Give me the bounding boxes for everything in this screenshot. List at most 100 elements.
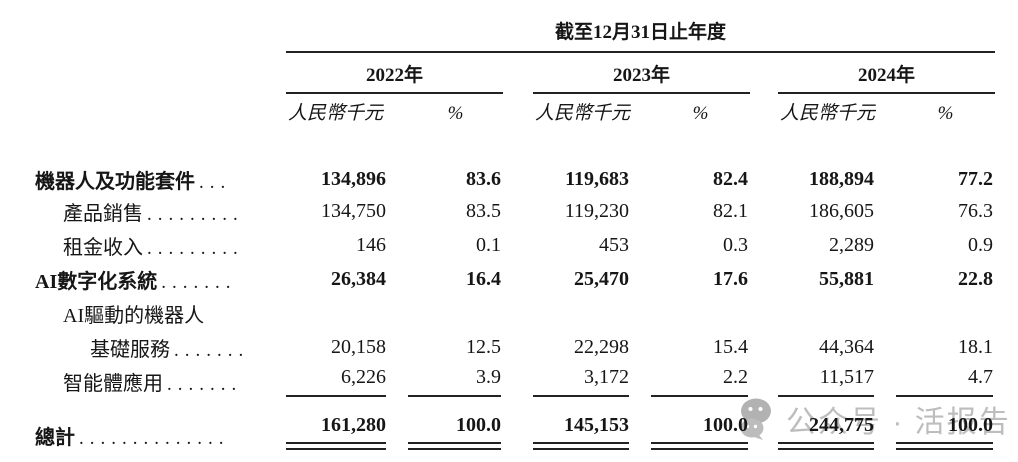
percent-header: % <box>447 103 464 124</box>
period-header-row: 截至12月31日止年度 <box>33 6 995 53</box>
year-2023-header: 2023年 <box>533 52 750 94</box>
amount-cell: 134,750 <box>321 199 386 222</box>
double-rule <box>533 442 629 450</box>
double-rule <box>651 442 748 450</box>
percent-cell <box>878 296 995 330</box>
percent-cell: 100.0 <box>633 398 750 450</box>
column-gap <box>503 52 533 93</box>
year-header-row: 2022年 2023年 2024年 <box>33 52 995 94</box>
column-gap <box>503 93 533 129</box>
percent-cell: 3.9 <box>390 364 503 398</box>
percent-cell: 15.4 <box>713 335 748 358</box>
amount-cell: 119,683 <box>565 168 629 190</box>
percent-cell: 100.0 <box>390 398 503 450</box>
amount-cell: 453 <box>599 233 629 256</box>
revenue-table: 截至12月31日止年度 2022年 2023年 2024年 人民幣千元 % 人民… <box>33 6 995 450</box>
amount-cell: 146 <box>356 233 386 256</box>
table-body: 機器人及功能套件... 134,896 83.6 119,683 82.4 188,894… <box>33 129 995 450</box>
period-header: 截至12月31日止年度 <box>286 6 995 53</box>
amount-cell: 44,364 <box>819 335 874 358</box>
amount-cell: 20,158 <box>331 335 386 358</box>
amount-cell <box>778 296 878 330</box>
row-label: 總計.............. <box>35 427 230 449</box>
double-rule <box>896 442 993 450</box>
row-label: 租金收入......... <box>63 236 244 259</box>
row-label: AI驅動的機器人 <box>63 304 205 327</box>
table-row: 產品銷售......... 134,750 83.5 119,230 82.1 186,6… <box>33 194 995 228</box>
percent-cell: 4.7 <box>878 364 995 398</box>
table-row: AI驅動的機器人 <box>33 296 995 330</box>
column-gap <box>503 129 533 194</box>
amount-unit-header: 人民幣千元 <box>288 103 384 124</box>
column-gap <box>503 296 533 330</box>
amount-cell: 186,605 <box>809 199 874 222</box>
row-label: AI數字化系統....... <box>35 270 237 293</box>
percent-header: % <box>692 103 709 124</box>
double-rule <box>408 442 501 450</box>
column-gap <box>503 228 533 262</box>
percent-cell: 0.1 <box>476 233 501 256</box>
row-label: 智能體應用....... <box>63 372 243 395</box>
amount-cell: 244,775 <box>778 398 878 450</box>
column-gap <box>750 364 778 398</box>
row-label: 產品銷售......... <box>63 202 244 225</box>
amount-unit-header: 人民幣千元 <box>780 103 876 124</box>
column-gap <box>503 364 533 398</box>
amount-cell <box>286 296 390 330</box>
column-gap <box>750 296 778 330</box>
amount-cell: 145,153 <box>533 398 633 450</box>
column-gap <box>503 262 533 296</box>
column-gap <box>503 194 533 228</box>
column-gap <box>750 228 778 262</box>
dot-leader: ... <box>199 172 232 193</box>
dot-leader: ......... <box>147 237 244 259</box>
percent-cell: 83.6 <box>466 168 501 190</box>
percent-cell: 22.8 <box>958 267 993 290</box>
amount-cell: 22,298 <box>574 335 629 358</box>
table-row: 總計.............. 161,280 100.0 145,153 100.0… <box>33 398 995 450</box>
row-label: 機器人及功能套件... <box>35 171 232 193</box>
column-gap <box>750 398 778 450</box>
amount-cell: 55,881 <box>819 267 874 290</box>
amount-cell: 26,384 <box>331 267 386 290</box>
table-row: AI數字化系統....... 26,384 16.4 25,470 17.6 55,881… <box>33 262 995 296</box>
table-row: 租金收入......... 146 0.1 453 0.3 2,289 0.9 <box>33 228 995 262</box>
unit-header-row: 人民幣千元 % 人民幣千元 % 人民幣千元 % <box>33 93 995 129</box>
amount-cell: 161,280 <box>286 398 390 450</box>
amount-cell <box>533 296 633 330</box>
amount-cell: 6,226 <box>286 364 390 398</box>
amount-unit-header: 人民幣千元 <box>535 103 631 124</box>
table-row: 智能體應用....... 6,226 3.9 3,172 2.2 11,517 4.7 <box>33 364 995 398</box>
percent-cell: 83.5 <box>466 199 501 222</box>
year-2022-header: 2022年 <box>286 52 503 94</box>
column-gap <box>750 330 778 364</box>
percent-cell: 2.2 <box>633 364 750 398</box>
column-gap <box>750 129 778 194</box>
amount-cell: 134,896 <box>321 168 386 190</box>
percent-cell: 76.3 <box>958 199 993 222</box>
dot-leader: ....... <box>167 373 243 395</box>
amount-cell: 11,517 <box>778 364 878 398</box>
amount-cell: 3,172 <box>533 364 633 398</box>
dot-leader: ....... <box>161 271 237 293</box>
percent-cell: 77.2 <box>958 168 993 190</box>
percent-cell <box>390 296 503 330</box>
dot-leader: ......... <box>147 203 244 225</box>
percent-cell: 18.1 <box>958 335 993 358</box>
year-2024-header: 2024年 <box>778 52 995 94</box>
percent-cell <box>633 296 750 330</box>
amount-cell: 25,470 <box>574 267 629 290</box>
dot-leader: ....... <box>174 339 250 361</box>
amount-cell: 2,289 <box>829 233 874 256</box>
percent-cell: 100.0 <box>878 398 995 450</box>
percent-cell: 12.5 <box>466 335 501 358</box>
column-gap <box>750 262 778 296</box>
table-row: 機器人及功能套件... 134,896 83.6 119,683 82.4 188,894… <box>33 129 995 194</box>
column-gap <box>503 330 533 364</box>
double-rule <box>778 442 874 450</box>
column-gap <box>750 93 778 129</box>
percent-cell: 82.1 <box>713 199 748 222</box>
row-label: 基礎服務....... <box>90 338 250 361</box>
amount-cell: 119,230 <box>564 199 629 222</box>
percent-cell: 82.4 <box>713 168 748 190</box>
